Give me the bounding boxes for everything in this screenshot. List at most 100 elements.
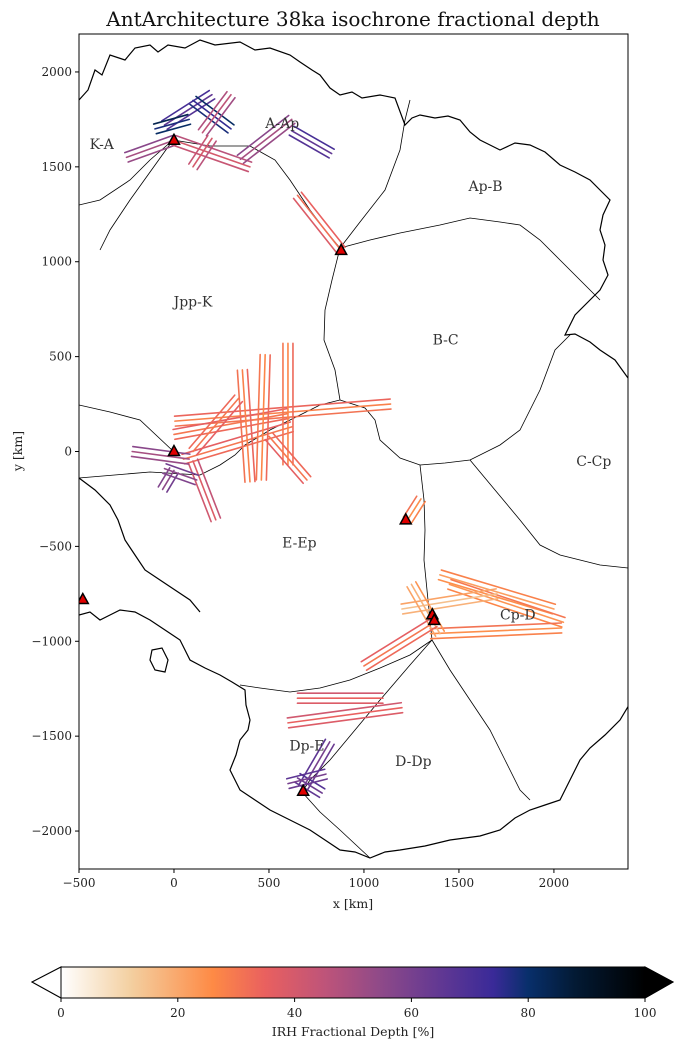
- colorbar-tick-label: 40: [287, 1006, 302, 1020]
- colorbar-tick-label: 0: [57, 1006, 65, 1020]
- flight-line: [187, 461, 212, 523]
- flight-line: [131, 450, 190, 460]
- flight-line: [184, 430, 294, 465]
- flight-line: [411, 500, 426, 524]
- flight-line: [165, 463, 200, 477]
- flight-line: [196, 140, 217, 171]
- flight-line: [287, 706, 403, 724]
- flight-line: [162, 472, 196, 486]
- basin-boundaries: [79, 99, 628, 859]
- flight-line: [181, 421, 292, 456]
- flight-line: [298, 738, 327, 786]
- colorbar-extend-min: [30, 966, 62, 999]
- flight-line: [290, 129, 333, 155]
- flight-line: [174, 134, 253, 163]
- flight-line: [360, 617, 433, 663]
- colorbar-extend-max: [644, 966, 675, 999]
- flight-line: [192, 460, 217, 521]
- triangle-marker-icon: [79, 591, 90, 605]
- flight-line: [152, 113, 189, 125]
- flight-line: [293, 125, 335, 151]
- coastline: [79, 39, 628, 859]
- y-tick-label: −1000: [31, 634, 72, 648]
- coastline-north: [79, 39, 628, 379]
- flight-line: [130, 455, 190, 465]
- flight-line: [264, 438, 304, 485]
- flight-line: [401, 597, 499, 615]
- flight-line: [287, 773, 327, 785]
- basin-boundary: [469, 459, 628, 569]
- basin-boundary: [79, 404, 174, 452]
- flight-line: [255, 353, 261, 481]
- flight-line: [285, 768, 326, 780]
- flight-line: [174, 417, 290, 441]
- flight-line: [400, 588, 497, 605]
- x-axis: −500 0 500 1000 1500 2000: [63, 869, 569, 890]
- flight-line: [410, 583, 441, 635]
- flight-line: [429, 627, 563, 635]
- region-label: A-Ap: [264, 116, 299, 132]
- region-labels: K-A A-Ap Ap-B Jpp-K B-C C-Cp E-Ep Cp-D Dp-E D-Dp: [90, 116, 612, 770]
- flight-line: [365, 625, 438, 671]
- region-label: Jpp-K: [172, 295, 213, 311]
- triangle-marker-icon: [167, 443, 181, 457]
- flight-line: [363, 621, 436, 667]
- flight-line: [171, 144, 250, 173]
- flight-line: [196, 458, 222, 519]
- flight-line: [246, 368, 256, 483]
- flight-lines: [123, 89, 566, 799]
- x-tick-label: 1000: [349, 876, 380, 890]
- flight-line: [450, 578, 566, 619]
- flight-line: [294, 781, 321, 799]
- colorbar-tick-label: 60: [404, 1006, 419, 1020]
- flight-line: [260, 353, 266, 481]
- flight-line: [296, 194, 342, 252]
- basin-boundary: [339, 99, 411, 249]
- flight-line: [236, 114, 290, 157]
- flight-line: [288, 134, 330, 159]
- basin-boundary: [172, 139, 341, 249]
- flight-line: [155, 123, 192, 135]
- y-tick-label: 1500: [41, 160, 72, 174]
- map-area: K-A A-Ap Ap-B Jpp-K B-C C-Cp E-Ep Cp-D Dp-E D-Dp: [79, 39, 628, 859]
- flight-line: [437, 578, 554, 615]
- coastline-west: [79, 477, 201, 613]
- coastline-south: [79, 609, 628, 859]
- flight-line: [157, 467, 171, 488]
- flight-line: [127, 144, 177, 163]
- flight-line: [188, 134, 209, 165]
- flight-line: [182, 426, 293, 460]
- flight-line: [271, 432, 312, 478]
- region-label: Ap-B: [467, 179, 502, 195]
- flight-line: [286, 701, 403, 719]
- flight-line: [447, 588, 563, 628]
- flight-line: [268, 435, 308, 481]
- flight-line: [201, 93, 232, 134]
- colorbar-tick-label: 80: [521, 1006, 536, 1020]
- flight-line: [406, 498, 422, 521]
- flight-line: [125, 139, 175, 159]
- region-label: D-Dp: [395, 754, 431, 770]
- y-tick-label: 2000: [41, 65, 72, 79]
- flight-line: [192, 397, 240, 453]
- basin-boundary: [339, 217, 601, 301]
- flight-line: [192, 99, 232, 130]
- y-tick-label: −1500: [31, 729, 72, 743]
- y-tick-label: −2000: [31, 824, 72, 838]
- island: [149, 647, 169, 673]
- flight-line: [161, 469, 175, 491]
- markers: [79, 132, 442, 796]
- region-label: K-A: [90, 137, 115, 153]
- flight-line: [265, 354, 271, 481]
- flight-line: [429, 632, 563, 640]
- flight-line: [195, 95, 235, 126]
- axes-frame: [78, 33, 629, 870]
- flight-line: [241, 369, 251, 483]
- y-axis: 2000 1500 1000 500 0 −500 −1000 −1500 −2000: [31, 65, 79, 838]
- flight-line: [299, 772, 326, 790]
- basin-boundary: [339, 334, 571, 466]
- triangle-marker-icon: [296, 783, 310, 796]
- flight-line: [154, 118, 190, 130]
- region-label: E-Ep: [282, 536, 316, 552]
